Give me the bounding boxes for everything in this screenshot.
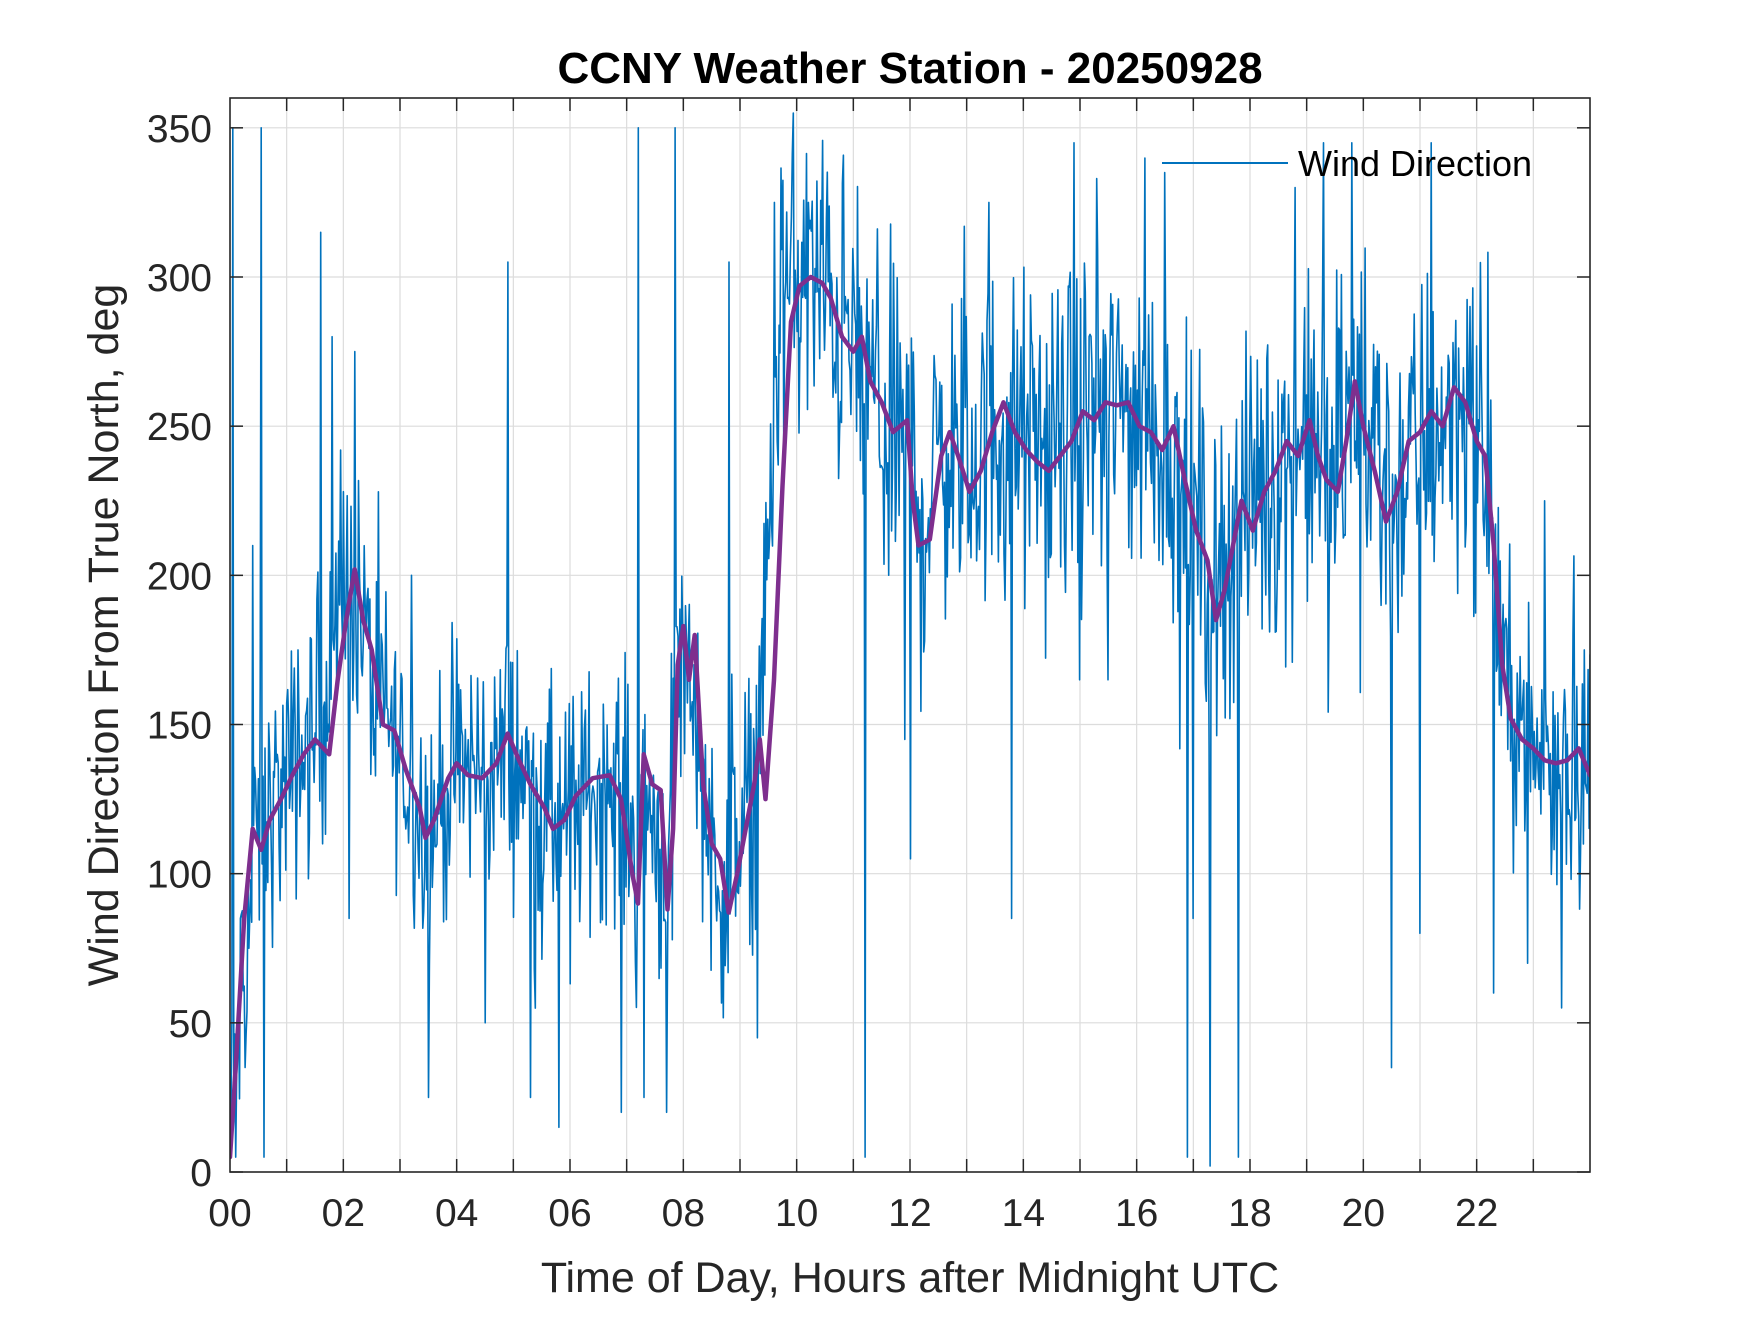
x-tick-label: 18 (1228, 1192, 1271, 1235)
y-tick-label: 100 (147, 854, 212, 897)
y-tick-label: 300 (147, 257, 212, 300)
y-tick-label: 350 (147, 108, 212, 151)
x-tick-label: 02 (322, 1192, 365, 1235)
y-tick-label: 150 (147, 705, 212, 748)
x-tick-label: 14 (1002, 1192, 1045, 1235)
y-tick-label: 0 (190, 1152, 212, 1195)
x-tick-label: 08 (662, 1192, 705, 1235)
y-tick-label: 50 (169, 1003, 212, 1046)
y-tick-label: 200 (147, 555, 212, 598)
x-tick-label: 12 (888, 1192, 931, 1235)
tick-labels: 0 50 100 150 200 250 300 350 00 02 04 06 08 10 12 14 16 1… (147, 108, 1498, 1235)
chart-title: CCNY Weather Station - 20250928 (557, 44, 1262, 93)
x-tick-label: 10 (775, 1192, 818, 1235)
legend: Wind Direction (1162, 143, 1532, 184)
x-tick-label: 00 (208, 1192, 251, 1235)
plot-area (230, 112, 1590, 1167)
legend-label-wind-direction: Wind Direction (1298, 143, 1532, 184)
series-running-mean-line (230, 274, 1590, 1160)
y-axis-label: Wind Direction From True North, deg (80, 284, 128, 987)
x-tick-label: 20 (1342, 1192, 1385, 1235)
x-tick-label: 16 (1115, 1192, 1158, 1235)
x-tick-label: 06 (548, 1192, 591, 1235)
tick-marks (230, 98, 1590, 1173)
x-tick-label: 04 (435, 1192, 478, 1235)
x-axis-label: Time of Day, Hours after Midnight UTC (541, 1254, 1279, 1302)
x-tick-label: 22 (1455, 1192, 1498, 1235)
y-tick-label: 250 (147, 406, 212, 449)
